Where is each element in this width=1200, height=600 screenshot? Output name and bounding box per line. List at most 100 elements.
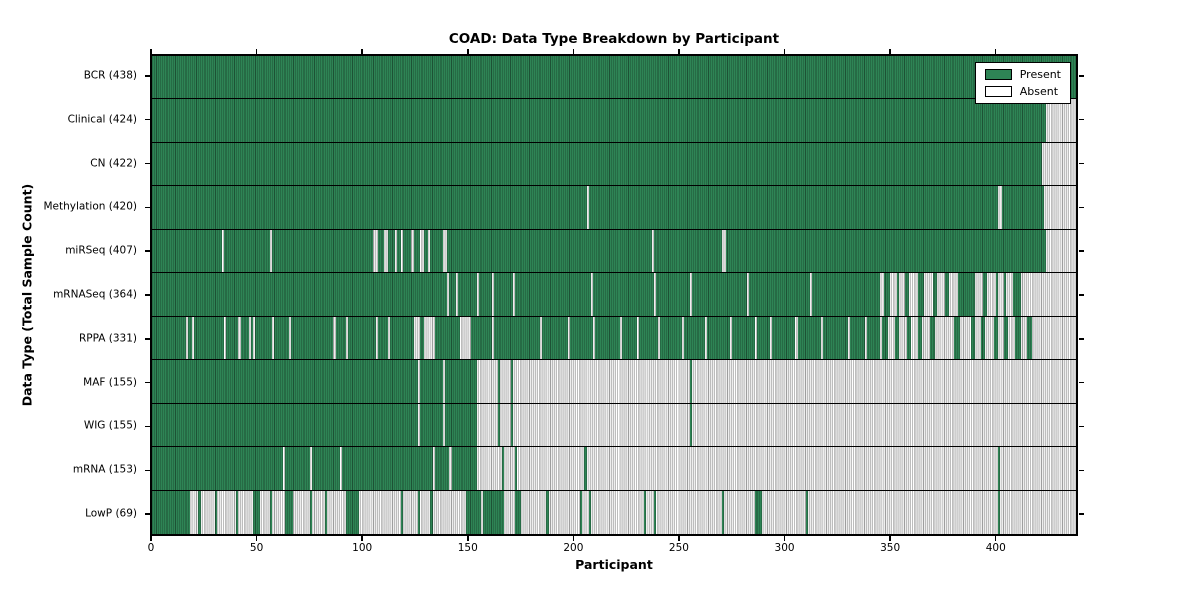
present-segment bbox=[894, 316, 899, 360]
present-segment bbox=[430, 229, 444, 273]
present-segment bbox=[324, 490, 328, 534]
bottom-x-tick bbox=[678, 536, 680, 541]
y-tick-labels: BCR (438) Clinical (424) CN (422) Methylati… bbox=[0, 54, 143, 536]
present-segment bbox=[983, 273, 988, 316]
present-segment bbox=[1002, 186, 1045, 229]
chart-title: COAD: Data Type Breakdown by Participant bbox=[448, 31, 780, 47]
right-y-tick bbox=[1079, 250, 1084, 252]
present-segment bbox=[198, 490, 201, 534]
x-tick-label-400: 400 bbox=[985, 542, 1006, 554]
present-segment bbox=[917, 316, 922, 360]
present-segment bbox=[907, 316, 912, 360]
present-segment bbox=[284, 447, 311, 490]
present-segment bbox=[377, 229, 385, 273]
present-segment bbox=[310, 490, 313, 534]
plot-area: Present Absent bbox=[150, 54, 1078, 536]
present-segment bbox=[884, 273, 891, 316]
present-segment bbox=[546, 490, 549, 534]
present-segment bbox=[797, 316, 821, 360]
present-segment bbox=[660, 316, 682, 360]
present-segment bbox=[451, 447, 477, 490]
present-segment bbox=[187, 316, 193, 360]
present-segment bbox=[255, 316, 273, 360]
left-y-tick bbox=[145, 118, 150, 121]
present-segment bbox=[945, 273, 950, 316]
present-segment bbox=[152, 229, 222, 273]
row-Clinical bbox=[152, 99, 1076, 143]
present-segment bbox=[721, 490, 724, 534]
present-segment bbox=[449, 273, 456, 316]
present-segment bbox=[236, 490, 239, 534]
top-x-tick bbox=[783, 49, 786, 54]
present-segment bbox=[1004, 273, 1007, 316]
present-segment bbox=[194, 316, 224, 360]
present-segment bbox=[152, 56, 1076, 99]
present-segment bbox=[514, 490, 522, 534]
present-segment bbox=[470, 316, 479, 360]
present-segment bbox=[466, 490, 482, 534]
right-y-tick bbox=[1079, 381, 1084, 384]
present-segment bbox=[1004, 316, 1009, 360]
row-WIG bbox=[152, 403, 1076, 448]
present-segment bbox=[483, 490, 505, 534]
present-segment bbox=[881, 316, 889, 360]
present-segment bbox=[388, 229, 395, 273]
bottom-x-tick bbox=[255, 536, 258, 541]
present-segment bbox=[225, 316, 239, 360]
left-y-tick bbox=[145, 75, 150, 77]
right-y-tick bbox=[1079, 162, 1084, 165]
top-x-tick bbox=[994, 49, 997, 54]
left-y-tick bbox=[145, 206, 150, 209]
present-segment bbox=[514, 447, 517, 490]
present-segment bbox=[413, 229, 420, 273]
row-MAF bbox=[152, 360, 1076, 404]
present-segment bbox=[445, 360, 477, 403]
present-segment bbox=[706, 316, 731, 360]
present-segment bbox=[152, 490, 190, 534]
top-x-tick bbox=[150, 49, 152, 54]
present-segment bbox=[274, 316, 290, 360]
present-segment bbox=[812, 273, 880, 316]
present-segment bbox=[419, 403, 444, 447]
present-segment bbox=[348, 316, 376, 360]
row-CN bbox=[152, 142, 1076, 187]
present-segment bbox=[430, 490, 433, 534]
present-segment bbox=[152, 403, 418, 447]
right-y-tick bbox=[1079, 338, 1084, 340]
legend-absent-label: Absent bbox=[1019, 85, 1059, 98]
row-miRSeq bbox=[152, 229, 1076, 274]
present-segment bbox=[757, 316, 771, 360]
top-x-tick bbox=[889, 49, 891, 54]
left-y-tick bbox=[145, 425, 150, 428]
present-segment bbox=[270, 490, 273, 534]
present-segment bbox=[493, 273, 513, 316]
present-segment bbox=[822, 316, 849, 360]
present-segment bbox=[493, 316, 541, 360]
row-mRNA bbox=[152, 447, 1076, 491]
bottom-x-tick bbox=[361, 536, 363, 541]
present-segment bbox=[152, 447, 283, 490]
present-segment bbox=[419, 316, 425, 360]
x-tick-label-300: 300 bbox=[774, 542, 795, 554]
present-segment bbox=[457, 273, 477, 316]
left-y-tick bbox=[145, 162, 150, 165]
present-segment bbox=[377, 316, 389, 360]
top-x-tick bbox=[361, 49, 363, 54]
present-segment bbox=[957, 273, 975, 316]
legend-absent-swatch bbox=[984, 86, 1012, 97]
present-segment bbox=[390, 316, 414, 360]
present-segment bbox=[588, 186, 998, 229]
present-segment bbox=[510, 360, 513, 403]
present-segment bbox=[772, 316, 796, 360]
legend-present-swatch bbox=[984, 69, 1012, 80]
present-segment bbox=[580, 490, 583, 534]
present-segment bbox=[692, 273, 747, 316]
present-segment bbox=[502, 447, 505, 490]
rows-container bbox=[152, 56, 1076, 534]
present-segment bbox=[396, 229, 401, 273]
present-segment bbox=[445, 403, 477, 447]
present-segment bbox=[643, 490, 646, 534]
right-y-tick bbox=[1079, 425, 1084, 428]
legend-entry-absent: Absent bbox=[984, 85, 1061, 98]
